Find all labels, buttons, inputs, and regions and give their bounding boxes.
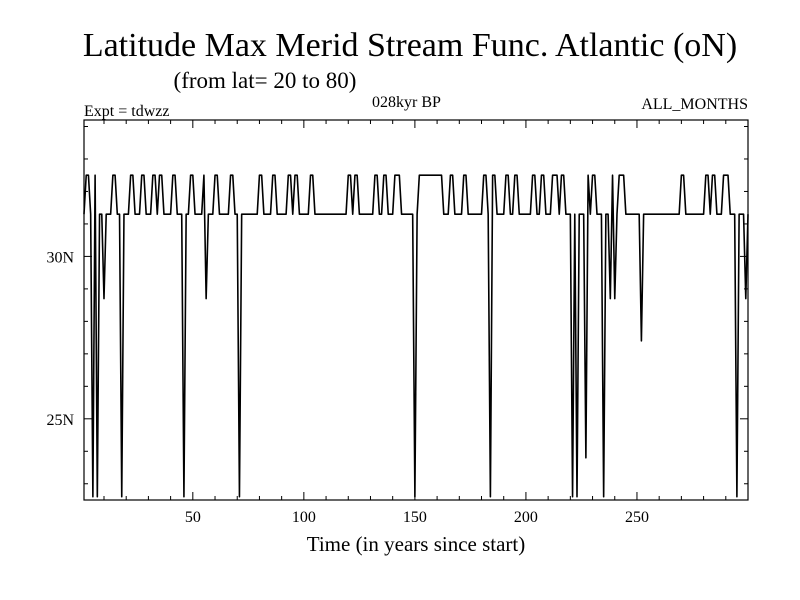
y-tick-label: 25N <box>46 412 74 429</box>
chart-title: Latitude Max Merid Stream Func. Atlantic… <box>83 27 737 64</box>
chart-subtitle: (from lat= 20 to 80) <box>174 68 357 93</box>
x-tick-label: 50 <box>185 509 201 526</box>
experiment-label: Expt = tdwzz <box>84 103 169 120</box>
axis-tick-labels: 50 100 150 200 250 25N 30N <box>46 249 649 526</box>
season-label: ALL_MONTHS <box>641 96 748 113</box>
y-tick-label: 30N <box>46 249 74 266</box>
period-label: 028kyr BP <box>372 94 441 111</box>
plot-frame <box>83 119 749 501</box>
x-tick-label: 150 <box>403 509 427 526</box>
x-tick-label: 200 <box>514 509 538 526</box>
x-tick-label: 100 <box>292 509 316 526</box>
x-tick-label: 250 <box>625 509 649 526</box>
x-axis-label: Time (in years since start) <box>307 532 526 556</box>
series-line <box>83 174 749 498</box>
